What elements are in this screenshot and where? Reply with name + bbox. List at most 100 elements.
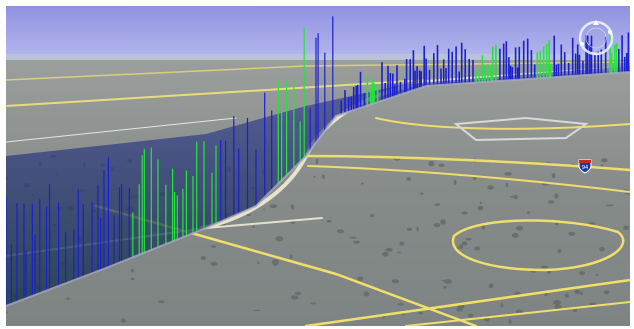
vegetation-dot [488,283,494,289]
vegetation-dot [601,158,608,163]
vegetation-dot [548,200,555,204]
vegetation-dot [557,249,562,253]
vegetation-dot [253,309,261,312]
vegetation-dot [603,290,610,295]
vegetation-dot [509,195,517,198]
vegetation-dot [551,173,556,179]
road-highway-2 [307,165,630,193]
vegetation-dot [200,255,207,261]
road-far-3 [6,117,237,143]
vegetation-dot [353,240,360,244]
vegetation-dot [434,203,441,206]
vegetation-dot [481,225,485,230]
vegetation-dot [568,231,576,236]
vegetation-dot [321,174,325,179]
vegetation-dot [574,289,581,295]
vegetation-dot [385,247,393,252]
vegetation-dot [526,211,530,214]
vegetation-dot [515,225,524,231]
vegetation-dot [315,159,319,165]
vegetation-dot [544,292,548,297]
vegetation-dot [130,277,135,281]
vegetation-dot [406,177,412,181]
vegetation-dot [459,244,464,249]
vegetation-dot [465,237,472,241]
vegetation-dot [407,227,413,231]
vegetation-dot [290,295,299,300]
vegetation-dot [336,229,344,234]
terrain-scene[interactable]: 94 [6,6,630,326]
vegetation-dot [433,223,441,228]
vegetation-dot [441,279,448,282]
vegetation-dot [130,269,134,273]
road-upper-right [375,117,630,130]
vegetation-dot [418,312,424,315]
vegetation-dot [467,313,474,318]
vegetation-dot [271,259,280,265]
vegetation-dot [605,204,614,207]
compass-ring-icon[interactable] [576,18,616,58]
vegetation-dot [511,232,519,238]
vegetation-dot [357,276,364,281]
vegetation-dot [246,213,252,217]
shield-number: 94 [582,165,588,171]
vegetation-dot [540,265,549,269]
vegetation-dot [505,182,509,188]
vegetation-dot [440,219,446,225]
vegetation-dot [399,241,405,246]
vegetation-dot [589,222,596,225]
vegetation-dot [554,193,559,199]
vegetation-dot [381,251,389,257]
vegetation-dot [269,204,278,209]
vegetation-dot [623,225,630,231]
vegetation-dot [624,192,630,195]
vegetation-dot [158,300,165,304]
vegetation-dot [453,179,457,185]
vegetation-dot [294,291,302,296]
vegetation-dot [120,318,127,323]
vegetation-dot [370,214,375,218]
vegetation-dot [508,318,512,325]
vegetation-dot [326,219,332,223]
vegetation-dot [443,285,447,289]
data-curtain-lines [6,16,630,306]
vegetation-dot [210,261,218,266]
vegetation-dot [573,308,578,312]
vegetation-dot [579,271,585,275]
road-lower-right-1 [304,278,630,326]
vegetation-dot [349,236,357,239]
interstate-shield-icon: 94 [578,159,592,174]
vegetation-dot [428,160,435,167]
vegetation-dot [479,201,482,205]
vegetation-dot [461,211,468,215]
vegetation-dot [474,246,481,251]
vegetation-dot [487,185,494,190]
vegetation-dot [310,302,317,305]
vegetation-dot [263,208,265,211]
vegetation-dot [257,261,260,265]
vegetation-dot [66,297,70,301]
vegetation-dot [600,164,603,167]
vegetation-dot [360,182,364,185]
vegetation-dot [580,291,583,296]
vegetation-dot [477,205,484,211]
vegetation-dot [252,225,255,229]
vegetation-dot [391,279,399,284]
road-loop [451,219,625,272]
vegetation-dot [456,309,464,312]
vegetation-dot [313,175,316,178]
map-viewport[interactable]: 94 [6,6,630,326]
vegetation-dot [396,251,402,254]
vegetation-dot [500,302,504,308]
road-far-1 [6,61,630,81]
vegetation-dot [420,192,424,195]
vegetation-dot [504,172,512,176]
vegetation-dot [589,302,597,306]
vegetation-dot [275,236,284,242]
vegetation-dot [363,291,370,297]
vegetation-dot [416,226,419,232]
vegetation-dot [210,245,217,248]
vegetation-dot [553,299,562,306]
vegetation-dot [290,204,295,210]
road-lower-right-2 [405,301,630,326]
